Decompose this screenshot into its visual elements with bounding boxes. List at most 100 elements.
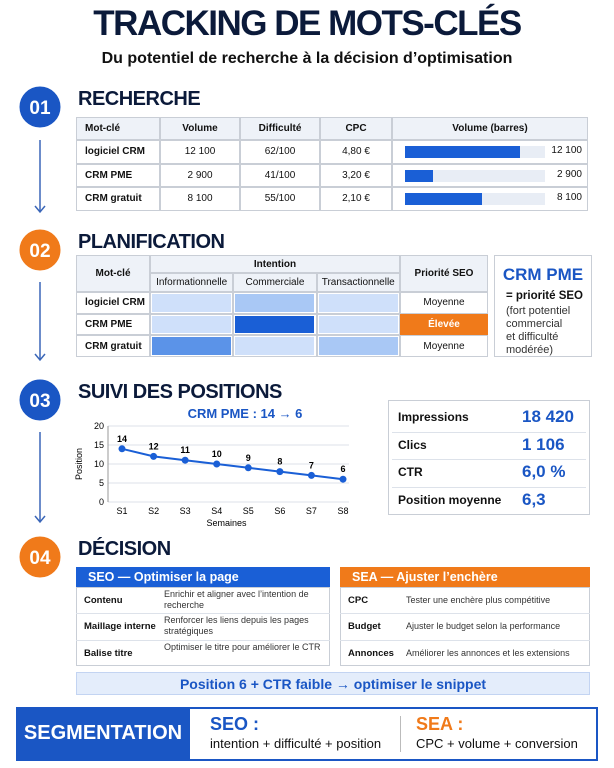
volume: 12 100 (160, 140, 240, 164)
difficulty: 55/100 (240, 187, 320, 211)
action-label: Maillage interne (84, 621, 156, 633)
seo-label: SEO : (210, 714, 260, 734)
intent-heat (235, 294, 315, 312)
action-text: Ajuster le budget selon la performance (406, 621, 561, 632)
data-label: 6 (340, 464, 345, 474)
metric-value: 6,0 % (522, 462, 566, 481)
data-label: 14 (117, 434, 127, 444)
point (244, 464, 252, 472)
column-subheader: Informationnelle (150, 273, 234, 292)
line (121, 447, 344, 481)
intent-cell (150, 292, 234, 314)
point (276, 468, 284, 476)
subtitle: Du potentiel de recherche à la décision … (101, 50, 513, 67)
metrics-box (388, 400, 590, 515)
intent-heat (152, 294, 231, 312)
intent-cell (316, 313, 400, 336)
x-tick-label: S4 (211, 506, 222, 516)
sea-label: SEA : (416, 714, 464, 734)
metrics-divider (392, 431, 586, 433)
point (118, 445, 126, 453)
y-tick-label: 20 (94, 421, 104, 431)
metric-value: 1 106 (522, 434, 565, 454)
action-text: Renforcer les liens depuis les pages str… (164, 615, 309, 637)
bar-label: 8 100 (556, 192, 582, 203)
volume: 8 100 (160, 187, 240, 211)
metric-label: Position moyenne (398, 492, 502, 507)
keyword: CRM gratuit (76, 335, 150, 358)
intent-cell (316, 335, 400, 358)
intent-cell (316, 292, 400, 314)
bar (405, 193, 482, 205)
action-label: Annonces (348, 647, 394, 659)
panel-header: SEO — Optimiser la page (76, 567, 330, 587)
intent-heat (318, 337, 398, 356)
bar-label: 12 100 (551, 145, 582, 156)
keyword: logiciel CRM (76, 292, 150, 314)
panel-divider (340, 639, 590, 641)
section-title: RECHERCHE (78, 88, 201, 110)
point (181, 456, 189, 464)
panel (340, 587, 590, 666)
conclusion: Position 6 + CTR faible → optimiser le s… (76, 672, 590, 695)
cpc: 2,10 € (320, 187, 392, 211)
data-label: 8 (277, 457, 282, 467)
divider (400, 716, 401, 752)
column-header: Volume (160, 117, 240, 140)
column-header: Difficulté (240, 117, 320, 140)
bar (405, 146, 520, 158)
column-header: Intention (150, 255, 400, 273)
point (307, 471, 315, 479)
sea-text: CPC + volume + conversion (416, 736, 578, 751)
note-text: commercial (506, 318, 563, 330)
intent-cell (150, 313, 234, 336)
x-tick-label: S5 (243, 506, 254, 516)
section-number: 02 (29, 241, 50, 262)
metrics-divider (392, 486, 586, 488)
intent-heat (152, 315, 231, 334)
segmentation-title: SEGMENTATION (16, 707, 190, 761)
metric-label: Impressions (398, 410, 469, 424)
metric-label: CTR (398, 465, 423, 479)
metric-value: 6,3 (522, 489, 546, 509)
y-tick-label: 15 (94, 440, 104, 450)
bar-label: 2 900 (556, 168, 582, 180)
action-label: CPC (348, 595, 369, 606)
priority: Moyenne (400, 335, 488, 358)
section-badge (16, 226, 64, 274)
bar-cell (392, 187, 588, 211)
note-subtitle: = priorité SEO (506, 290, 584, 302)
action-label: Balise titre (84, 647, 133, 659)
column-subheader: Transactionnelle (316, 273, 400, 292)
intent-heat (318, 294, 398, 312)
note-box (494, 255, 592, 357)
section-number: 04 (29, 548, 51, 569)
x-tick-label: S6 (274, 506, 285, 516)
arrow-head (34, 515, 46, 524)
section-badge (16, 533, 64, 581)
note-text: (fort potentiel (506, 305, 571, 317)
section-badge (16, 376, 64, 424)
seo-text: intention + difficulté + position (210, 736, 382, 751)
column-header: Volume (barres) (392, 117, 588, 140)
cpc: 3,20 € (320, 163, 392, 187)
column-subheader: Commerciale (233, 273, 317, 292)
column-header: Mot-clé (76, 117, 160, 140)
action-label: Contenu (84, 595, 123, 606)
point (150, 452, 158, 460)
priority: Élevée (400, 313, 488, 336)
data-label: 9 (246, 453, 251, 463)
metric-value: 18 420 (522, 407, 574, 426)
x-tick-label: S1 (116, 506, 127, 516)
note-title: CRM PME (502, 265, 584, 284)
bar-cell (392, 163, 588, 187)
panel-divider (76, 639, 330, 641)
intent-cell (233, 335, 317, 358)
x-tick-label: S3 (180, 506, 191, 516)
point (213, 460, 221, 468)
keyword: logiciel CRM (76, 140, 160, 164)
section-title: DÉCISION (78, 538, 171, 560)
metric-label: Clics (398, 437, 427, 452)
arrow-head (34, 205, 46, 214)
